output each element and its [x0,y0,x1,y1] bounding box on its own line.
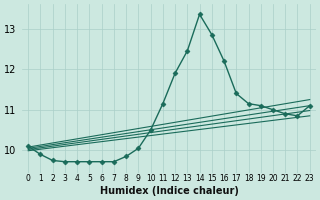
X-axis label: Humidex (Indice chaleur): Humidex (Indice chaleur) [100,186,238,196]
